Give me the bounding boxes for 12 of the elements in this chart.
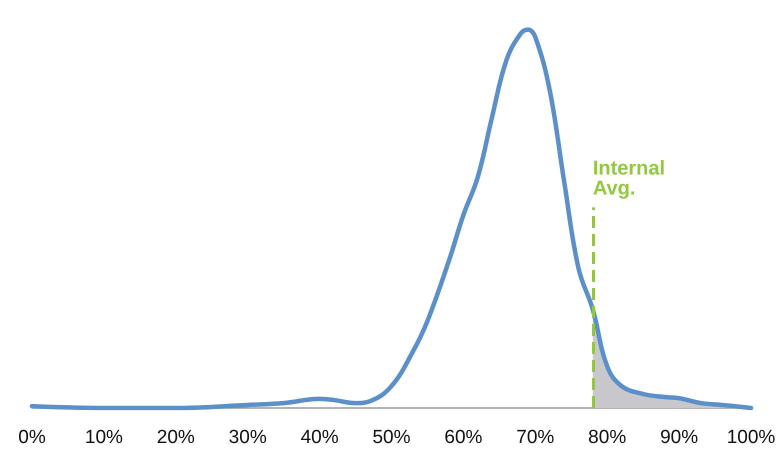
x-tick-label: 20% bbox=[156, 427, 195, 448]
x-tick-label: 70% bbox=[516, 427, 554, 448]
x-tick-label: 0% bbox=[18, 427, 46, 448]
x-tick-label: 60% bbox=[444, 427, 483, 448]
x-tick-label: 100% bbox=[726, 427, 776, 448]
x-tick-label: 90% bbox=[660, 427, 698, 448]
x-tick-label: 30% bbox=[228, 427, 267, 448]
x-tick-label: 80% bbox=[588, 427, 626, 448]
x-tick-label: 40% bbox=[300, 427, 339, 448]
x-tick-label: 50% bbox=[372, 427, 411, 448]
ref-line-label: Internal Avg. bbox=[592, 157, 671, 200]
x-tick-label: 10% bbox=[84, 427, 124, 448]
